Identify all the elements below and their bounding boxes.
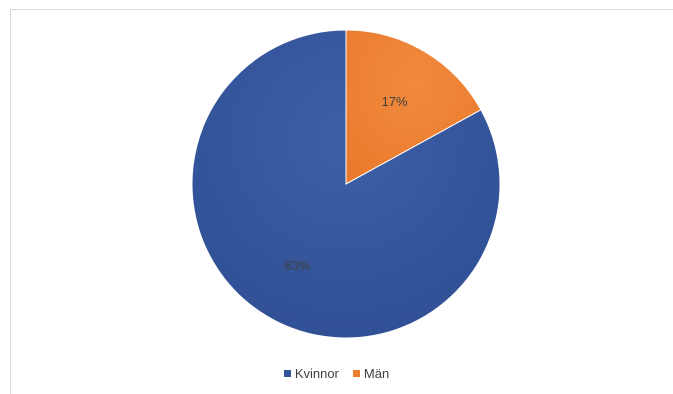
legend-swatch-kvinnor xyxy=(283,370,291,377)
pie-slice-m-n xyxy=(345,29,482,185)
data-label-m-n: 17% xyxy=(382,94,408,109)
legend-item-kvinnor: Kvinnor xyxy=(283,366,339,381)
legend-label-kvinnor: Kvinnor xyxy=(294,366,339,381)
pie-slice-kvinnor xyxy=(191,29,501,339)
legend: Kvinnor Män xyxy=(0,366,673,381)
legend-swatch-man xyxy=(352,370,360,377)
legend-label-man: Män xyxy=(363,366,390,381)
legend-item-man: Män xyxy=(352,366,390,381)
data-label-kvinnor: 83% xyxy=(284,258,310,273)
